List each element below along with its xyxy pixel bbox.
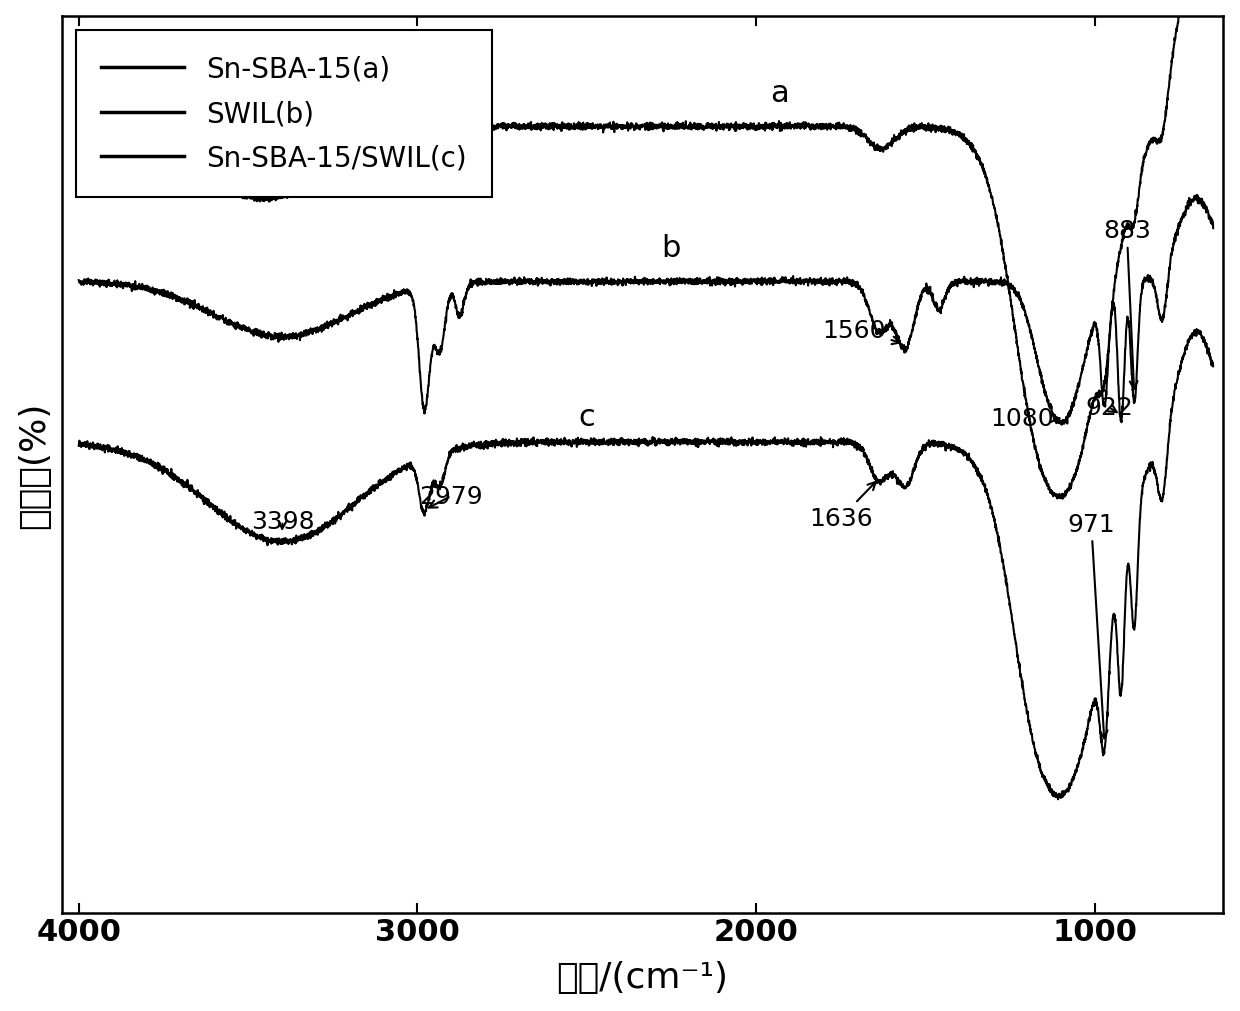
Text: 1636: 1636: [808, 482, 875, 531]
Text: 971: 971: [1068, 512, 1115, 739]
Text: a: a: [770, 79, 789, 108]
Y-axis label: 透过率(%): 透过率(%): [16, 401, 51, 529]
Legend: Sn-SBA-15(a), SWIL(b), Sn-SBA-15/SWIL(c): Sn-SBA-15(a), SWIL(b), Sn-SBA-15/SWIL(c): [76, 30, 492, 198]
Text: 1560: 1560: [822, 318, 900, 345]
Text: 2979: 2979: [419, 484, 484, 509]
Text: 1080: 1080: [990, 407, 1059, 431]
Text: b: b: [662, 234, 681, 263]
Text: 922: 922: [1085, 396, 1133, 420]
X-axis label: 波数/(cm⁻¹): 波数/(cm⁻¹): [557, 960, 729, 995]
Text: c: c: [578, 402, 595, 432]
Text: 3398: 3398: [250, 510, 315, 533]
Text: 883: 883: [1102, 219, 1151, 389]
